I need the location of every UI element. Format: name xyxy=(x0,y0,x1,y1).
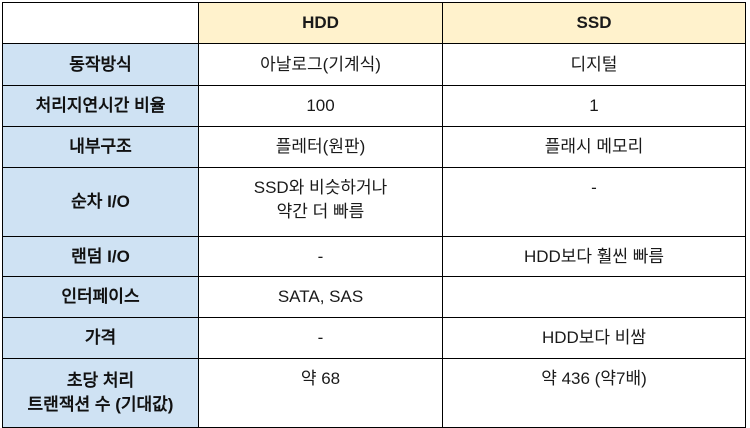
table-row: 동작방식 아날로그(기계식) 디지털 xyxy=(2,43,746,86)
cell-ssd: 1 xyxy=(442,85,746,127)
table-row: 랜덤 I/O - HDD보다 훨씬 빠름 xyxy=(2,236,746,277)
cell-ssd: HDD보다 비쌈 xyxy=(442,317,746,359)
row-label-random-io: 랜덤 I/O xyxy=(2,236,199,277)
cell-hdd: SSD와 비슷하거나 약간 더 빠름 xyxy=(198,167,443,237)
row-label-sequential-io: 순차 I/O xyxy=(2,167,199,237)
row-label-operation: 동작방식 xyxy=(2,43,199,86)
row-label-interface: 인터페이스 xyxy=(2,276,199,318)
label-line: 트랜잭션 수 (기대값) xyxy=(27,395,174,414)
header-hdd: HDD xyxy=(198,2,443,44)
label-line: 초당 처리 xyxy=(66,371,135,390)
cell-hdd: 아날로그(기계식) xyxy=(198,43,443,86)
header-ssd: SSD xyxy=(442,2,746,44)
cell-hdd: 약 68 xyxy=(198,358,443,428)
cell-ssd xyxy=(442,276,746,318)
header-row: HDD SSD xyxy=(2,2,746,44)
cell-ssd: 플래시 메모리 xyxy=(442,126,746,168)
cell-hdd: - xyxy=(198,317,443,359)
header-corner-cell xyxy=(2,2,199,44)
cell-hdd: SATA, SAS xyxy=(198,276,443,318)
table-row: 가격 - HDD보다 비쌈 xyxy=(2,317,746,359)
cell-line: SSD와 비슷하거나 xyxy=(253,178,388,197)
cell-ssd: HDD보다 훨씬 빠름 xyxy=(442,236,746,277)
cell-hdd: 플레터(원판) xyxy=(198,126,443,168)
row-label-internal-structure: 내부구조 xyxy=(2,126,199,168)
cell-ssd: - xyxy=(442,167,746,237)
row-label-tps: 초당 처리 트랜잭션 수 (기대값) xyxy=(2,358,199,428)
table-row: 내부구조 플레터(원판) 플래시 메모리 xyxy=(2,126,746,168)
table-row: 처리지연시간 비율 100 1 xyxy=(2,85,746,127)
cell-hdd: 100 xyxy=(198,85,443,127)
row-label-price: 가격 xyxy=(2,317,199,359)
cell-ssd: 디지털 xyxy=(442,43,746,86)
cell-ssd: 약 436 (약7배) xyxy=(442,358,746,428)
table-row: 순차 I/O SSD와 비슷하거나 약간 더 빠름 - xyxy=(2,167,746,237)
table-row: 초당 처리 트랜잭션 수 (기대값) 약 68 약 436 (약7배) xyxy=(2,358,746,428)
row-label-latency-ratio: 처리지연시간 비율 xyxy=(2,85,199,127)
table-row: 인터페이스 SATA, SAS xyxy=(2,276,746,318)
cell-hdd: - xyxy=(198,236,443,277)
cell-line: 약간 더 빠름 xyxy=(276,202,365,221)
